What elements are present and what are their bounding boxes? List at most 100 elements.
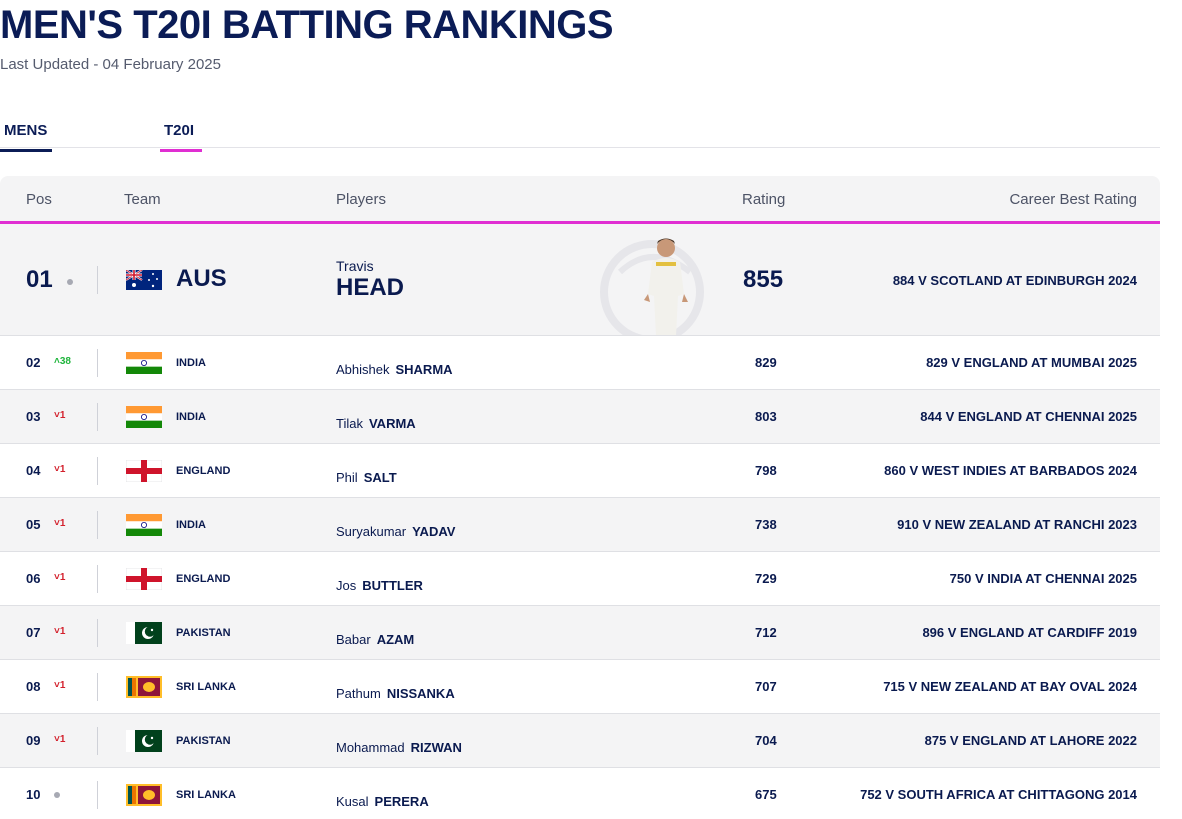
position: 03 <box>26 409 41 424</box>
player-first-name: Travis <box>336 258 374 274</box>
player-name[interactable]: Tilak VARMA <box>336 416 416 431</box>
career-best: 750 V INDIA AT CHENNAI 2025 <box>949 571 1137 586</box>
divider <box>97 727 98 755</box>
player-last-name[interactable]: HEAD <box>336 274 405 301</box>
rating: 675 <box>755 787 777 802</box>
top-ranked-row[interactable]: 01 AUS Travis HEAD <box>0 224 1160 336</box>
move-amount: 1 <box>59 680 66 691</box>
rating: 803 <box>755 409 777 424</box>
sri-lanka-flag-icon <box>126 676 162 698</box>
player-name[interactable]: Pathum NISSANKA <box>336 686 455 701</box>
team-name: INDIA <box>176 357 206 369</box>
move-up-indicator: ˄38 <box>54 356 71 367</box>
player-first-name: Jos <box>336 578 357 593</box>
career-best: 896 V ENGLAND AT CARDIFF 2019 <box>922 625 1137 640</box>
table-row[interactable]: 04 ˅1 ENGLAND Phil SALT 798 860 V WEST INDIES … <box>0 444 1160 498</box>
player-last-name: NISSANKA <box>386 686 455 701</box>
team-name: PAKISTAN <box>176 627 231 639</box>
career-best: 829 V ENGLAND AT MUMBAI 2025 <box>926 355 1137 370</box>
team-name: SRI LANKA <box>176 681 236 693</box>
rating: 829 <box>755 355 777 370</box>
table-row[interactable]: 06 ˅1 ENGLAND Jos BUTTLER 729 750 V INDIA AT C… <box>0 552 1160 606</box>
player-last-name: PERERA <box>374 794 429 809</box>
table-row[interactable]: 03 ˅1 INDIA Tilak VARMA 803 844 V ENGLAND AT C… <box>0 390 1160 444</box>
rating: 798 <box>755 463 777 478</box>
position: 08 <box>26 679 41 694</box>
pakistan-flag-icon <box>126 622 162 644</box>
divider <box>97 511 98 539</box>
page-title: MEN'S T20I BATTING RANKINGS <box>0 3 614 47</box>
team-name: PAKISTAN <box>176 735 231 747</box>
player-first-name: Babar <box>336 632 371 647</box>
divider <box>97 781 98 809</box>
position: 02 <box>26 355 41 370</box>
career-best: 884 V SCOTLAND AT EDINBURGH 2024 <box>892 273 1137 288</box>
arrow-down-icon: ˅ <box>54 572 60 583</box>
table-row[interactable]: 08 ˅1 SRI LANKA Pathum NISSANKA 707 715 V NEW … <box>0 660 1160 714</box>
player-first-name: Kusal <box>336 794 369 809</box>
move-down-indicator: ˅1 <box>54 410 65 421</box>
player-first-name: Mohammad <box>336 740 405 755</box>
move-down-indicator: ˅1 <box>54 626 65 637</box>
table-row[interactable]: 10 SRI LANKA Kusal PERERA 675 752 V SOUTH AFR… <box>0 768 1160 819</box>
rating: 712 <box>755 625 777 640</box>
move-down-indicator: ˅1 <box>54 572 65 583</box>
rankings-table: Pos Team Players Rating Career Best Rati… <box>0 176 1160 819</box>
no-change-dot-icon <box>54 792 60 798</box>
move-amount: 1 <box>59 626 66 637</box>
arrow-down-icon: ˅ <box>54 734 60 745</box>
move-down-indicator: ˅1 <box>54 734 65 745</box>
team-name: INDIA <box>176 411 206 423</box>
player-name[interactable]: Abhishek SHARMA <box>336 362 453 377</box>
player-first-name: Tilak <box>336 416 363 431</box>
player-name[interactable]: Mohammad RIZWAN <box>336 740 462 755</box>
career-best: 875 V ENGLAND AT LAHORE 2022 <box>924 733 1137 748</box>
career-best: 715 V NEW ZEALAND AT BAY OVAL 2024 <box>883 679 1137 694</box>
player-last-name: VARMA <box>368 416 416 431</box>
player-name[interactable]: Suryakumar YADAV <box>336 524 455 539</box>
arrow-up-icon: ˄ <box>54 356 60 367</box>
table-row[interactable]: 02 ˄38 INDIA Abhishek SHARMA 829 829 V ENGLAND… <box>0 336 1160 390</box>
team-name: INDIA <box>176 519 206 531</box>
arrow-down-icon: ˅ <box>54 626 60 637</box>
india-flag-icon <box>126 514 162 536</box>
career-best: 860 V WEST INDIES AT BARBADOS 2024 <box>884 463 1137 478</box>
table-row[interactable]: 05 ˅1 INDIA Suryakumar YADAV 738 910 V NEW ZEA… <box>0 498 1160 552</box>
position: 04 <box>26 463 41 478</box>
last-updated: Last Updated - 04 February 2025 <box>0 56 221 73</box>
career-best: 752 V SOUTH AFRICA AT CHITTAGONG 2014 <box>860 787 1137 802</box>
career-best: 910 V NEW ZEALAND AT RANCHI 2023 <box>897 517 1137 532</box>
position: 06 <box>26 571 41 586</box>
table-row[interactable]: 09 ˅1 PAKISTAN Mohammad RIZWAN 704 875 V ENGLA… <box>0 714 1160 768</box>
player-name[interactable]: Phil SALT <box>336 470 397 485</box>
player-name[interactable]: Jos BUTTLER <box>336 578 423 593</box>
table-row[interactable]: 07 ˅1 PAKISTAN Babar AZAM 712 896 V ENGLAND AT… <box>0 606 1160 660</box>
tab-mens[interactable]: MENS <box>0 122 52 152</box>
player-last-name: BUTTLER <box>362 578 423 593</box>
move-amount: 1 <box>59 464 66 475</box>
divider <box>97 403 98 431</box>
move-amount: 1 <box>59 518 66 529</box>
divider <box>97 565 98 593</box>
position: 07 <box>26 625 41 640</box>
tab-t20i[interactable]: T20I <box>160 122 202 152</box>
team-name: ENGLAND <box>176 465 231 477</box>
india-flag-icon <box>126 352 162 374</box>
move-amount: 1 <box>59 410 66 421</box>
player-name[interactable]: Kusal PERERA <box>336 794 429 809</box>
position: 09 <box>26 733 41 748</box>
header-career-best: Career Best Rating <box>1009 191 1137 208</box>
player-last-name: RIZWAN <box>410 740 462 755</box>
pakistan-flag-icon <box>126 730 162 752</box>
player-name[interactable]: Babar AZAM <box>336 632 414 647</box>
australia-flag-icon <box>126 270 162 290</box>
rating: 738 <box>755 517 777 532</box>
move-down-indicator: ˅1 <box>54 518 65 529</box>
header-pos: Pos <box>26 191 52 208</box>
arrow-down-icon: ˅ <box>54 518 60 529</box>
player-first-name: Abhishek <box>336 362 390 377</box>
no-change-dot-icon <box>67 279 73 285</box>
position: 01 <box>26 266 53 293</box>
player-last-name: AZAM <box>376 632 415 647</box>
player-photo <box>600 232 710 335</box>
